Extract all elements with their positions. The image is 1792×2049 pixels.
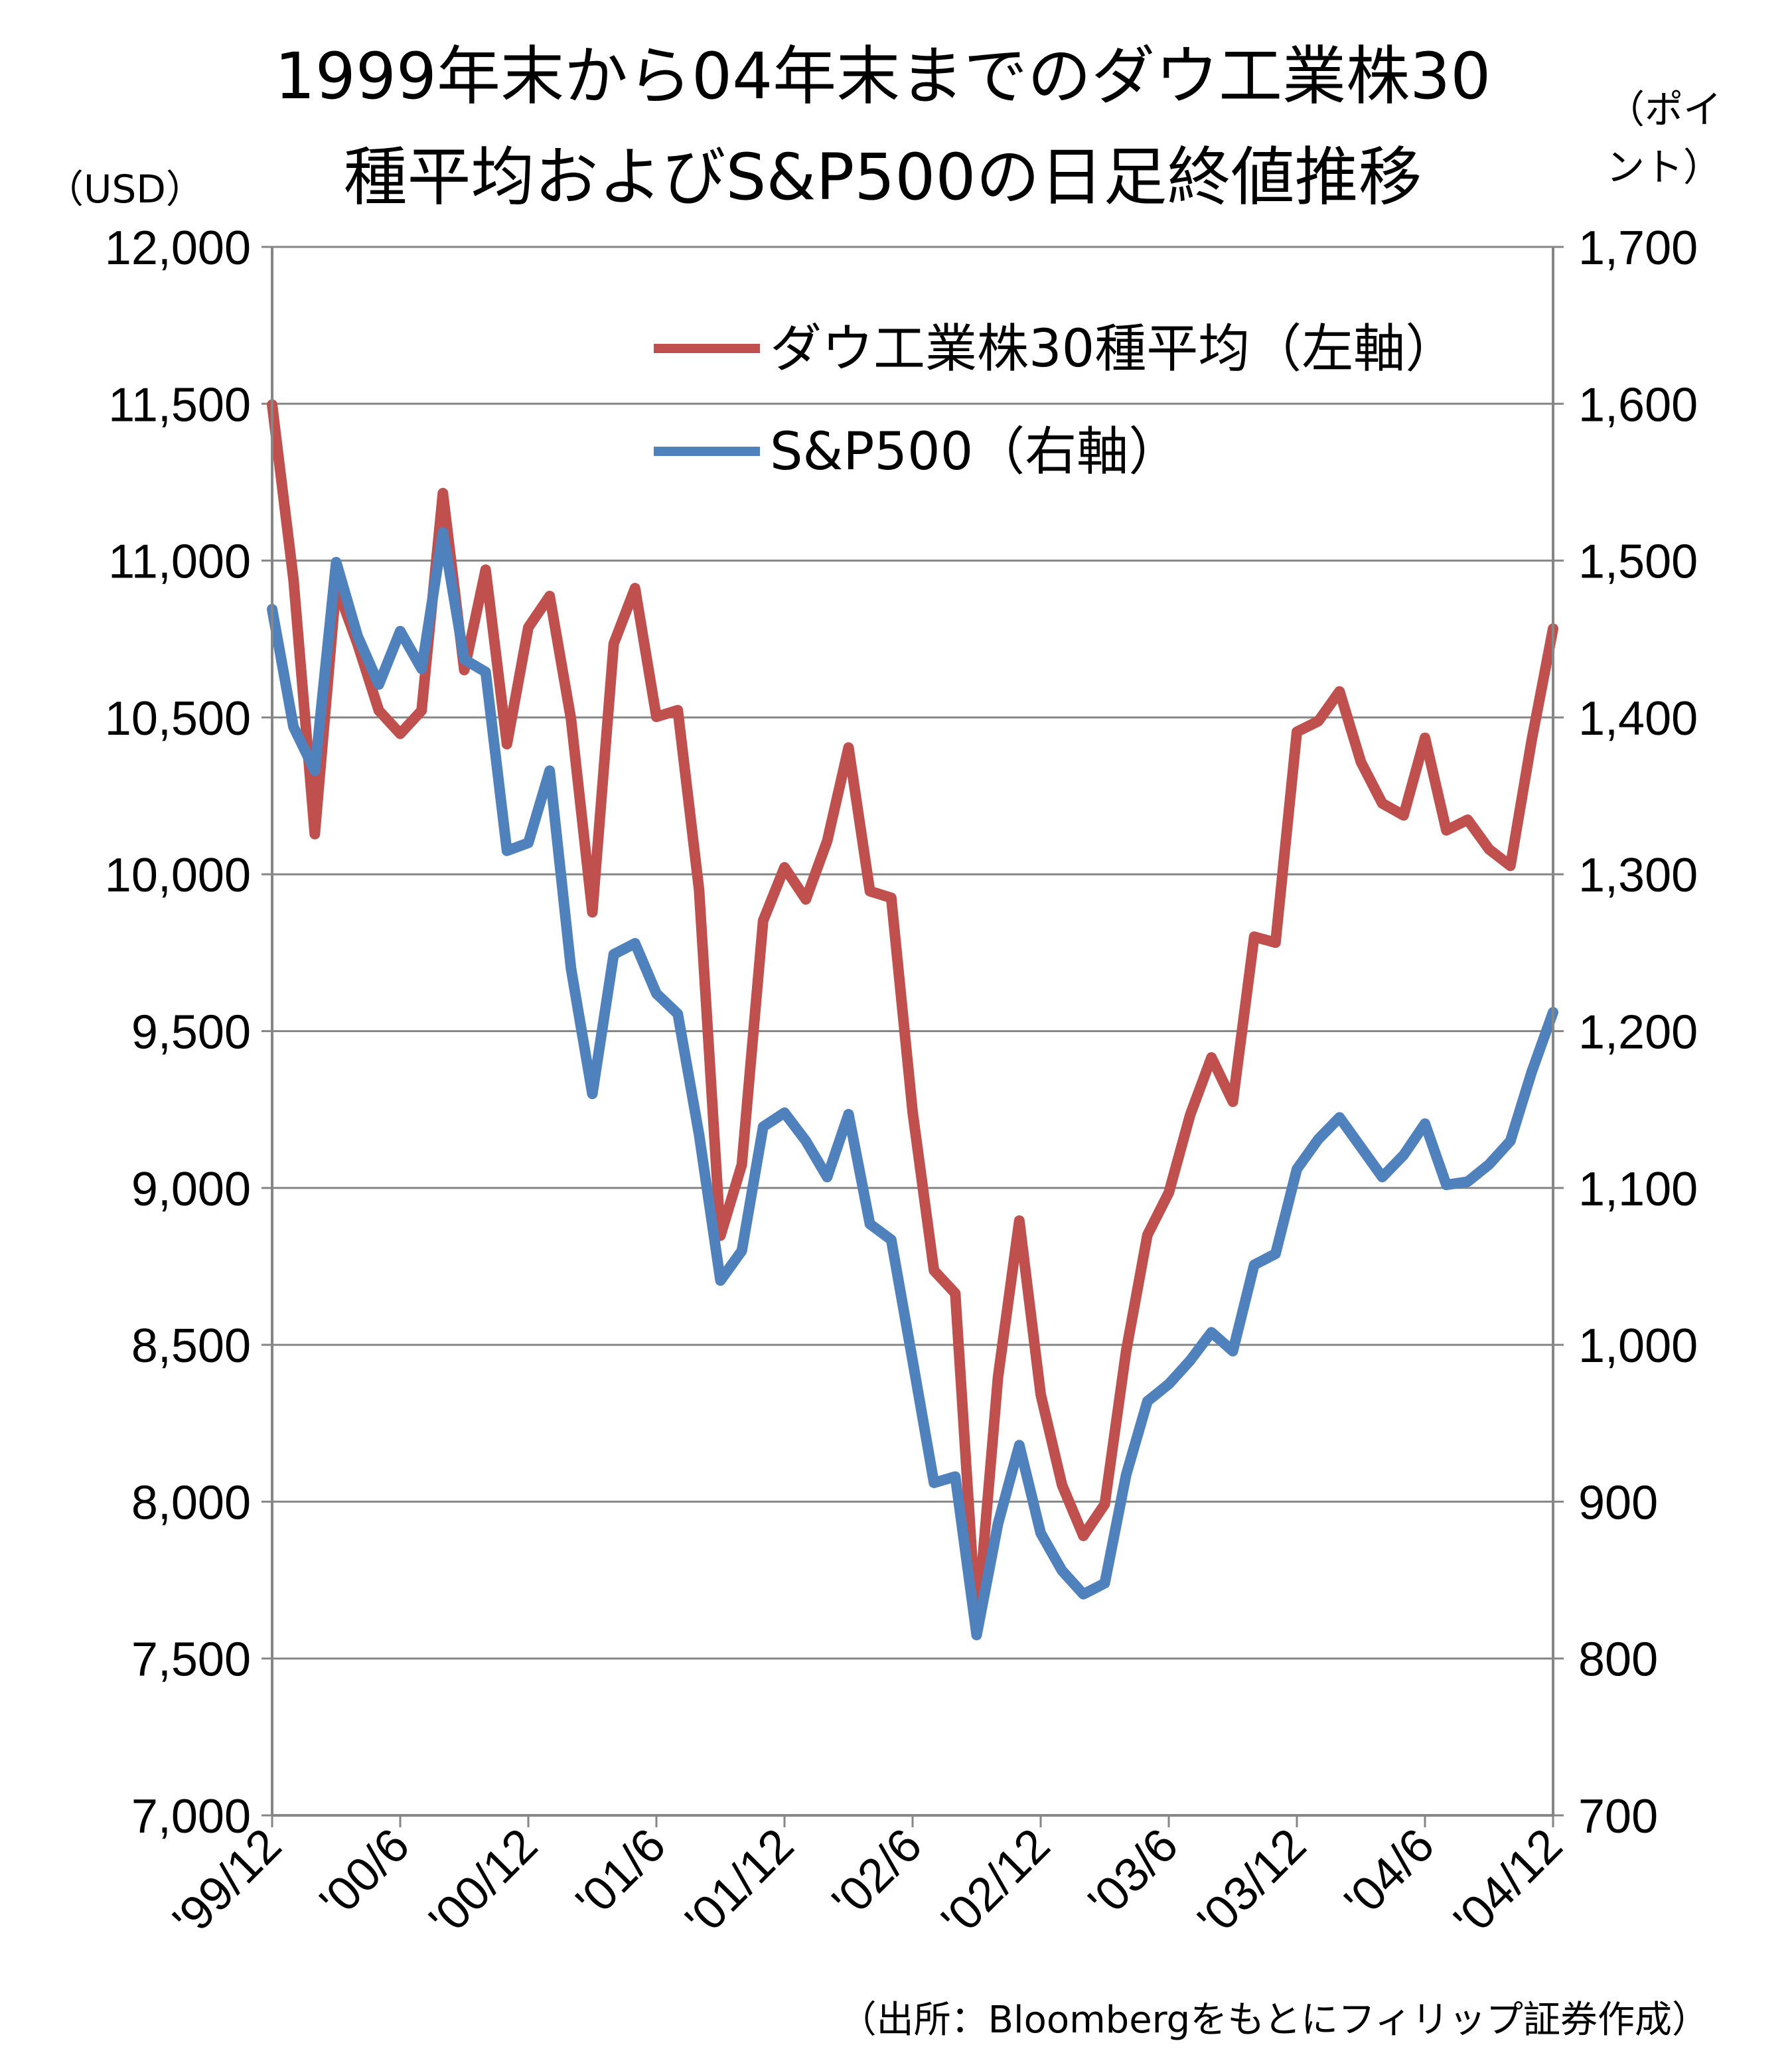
x-tick-label: '00/6 bbox=[310, 1819, 419, 1928]
right-axis-ticks: 1,700 1,600 1,500 1,400 1,300 1,200 1,100 1,000… bbox=[1553, 222, 1698, 1843]
left-tick-label: 7,500 bbox=[131, 1633, 251, 1687]
left-tick-label: 8,500 bbox=[131, 1320, 251, 1373]
right-tick-label: 1,600 bbox=[1578, 378, 1698, 431]
right-tick-label: 1,700 bbox=[1578, 222, 1698, 275]
series-line-sp500 bbox=[267, 527, 1558, 1641]
gridlines bbox=[272, 246, 1553, 1660]
right-axis-unit-line-2: ント） bbox=[1606, 145, 1722, 190]
chart-title-line-2: 種平均およびS&P500の日足終値推移 bbox=[344, 140, 1422, 214]
left-axis-unit: （USD） bbox=[45, 167, 204, 212]
left-axis-ticks: 12,000 11,500 11,000 10,500 10,000 9,500 9,000… bbox=[105, 222, 272, 1843]
x-tick-label: '04/6 bbox=[1335, 1819, 1444, 1928]
x-tick-label: '02/12 bbox=[932, 1819, 1061, 1947]
right-tick-label: 1,300 bbox=[1578, 849, 1698, 902]
left-tick-label: 7,000 bbox=[131, 1790, 251, 1843]
x-tick-label: '04/12 bbox=[1444, 1819, 1573, 1947]
left-tick-label: 11,500 bbox=[108, 378, 251, 431]
right-tick-label: 800 bbox=[1578, 1633, 1658, 1687]
x-axis-ticks: '99/12'00/6'00/12'01/6'01/12'02/6'02/12 '… bbox=[163, 1815, 1573, 1947]
x-tick-label: '01/12 bbox=[676, 1819, 804, 1947]
source-note: （出所：Bloombergをもとにフィリップ証券作成） bbox=[840, 1999, 1709, 2042]
right-tick-label: 1,100 bbox=[1578, 1163, 1698, 1216]
right-tick-label: 700 bbox=[1578, 1790, 1658, 1843]
left-tick-label: 10,000 bbox=[105, 849, 251, 902]
chart-title: 1999年末から04年末までのダウ工業株30 種平均およびS&P500の日足終値… bbox=[275, 39, 1491, 214]
axes bbox=[271, 247, 1554, 1817]
x-tick-label: '01/6 bbox=[566, 1819, 676, 1928]
right-axis-unit-line-1: （ポイ bbox=[1606, 87, 1722, 132]
x-tick-label: '03/6 bbox=[1079, 1819, 1188, 1928]
left-tick-label: 8,000 bbox=[131, 1476, 251, 1529]
chart-title-line-1: 1999年末から04年末までのダウ工業株30 bbox=[275, 39, 1491, 114]
right-tick-label: 1,400 bbox=[1578, 692, 1698, 745]
left-tick-label: 9,000 bbox=[131, 1163, 251, 1216]
x-tick-label: '03/12 bbox=[1188, 1819, 1317, 1947]
right-tick-label: 1,500 bbox=[1578, 536, 1698, 589]
left-tick-label: 11,000 bbox=[108, 536, 251, 589]
x-tick-label: '02/6 bbox=[822, 1819, 932, 1928]
right-tick-label: 1,200 bbox=[1578, 1006, 1698, 1059]
legend-label-dow: ダウ工業株30種平均（左軸） bbox=[770, 319, 1457, 379]
legend: ダウ工業株30種平均（左軸） S&P500（右軸） bbox=[654, 319, 1457, 482]
right-tick-label: 1,000 bbox=[1578, 1320, 1698, 1373]
left-tick-label: 9,500 bbox=[131, 1006, 251, 1059]
left-tick-label: 10,500 bbox=[105, 692, 251, 745]
series-lines bbox=[267, 399, 1558, 1641]
right-tick-label: 900 bbox=[1578, 1476, 1658, 1529]
series-line-dow bbox=[267, 399, 1558, 1635]
legend-label-sp500: S&P500（右軸） bbox=[770, 422, 1180, 482]
x-tick-label: '00/12 bbox=[419, 1819, 548, 1947]
left-tick-label: 12,000 bbox=[105, 222, 251, 275]
